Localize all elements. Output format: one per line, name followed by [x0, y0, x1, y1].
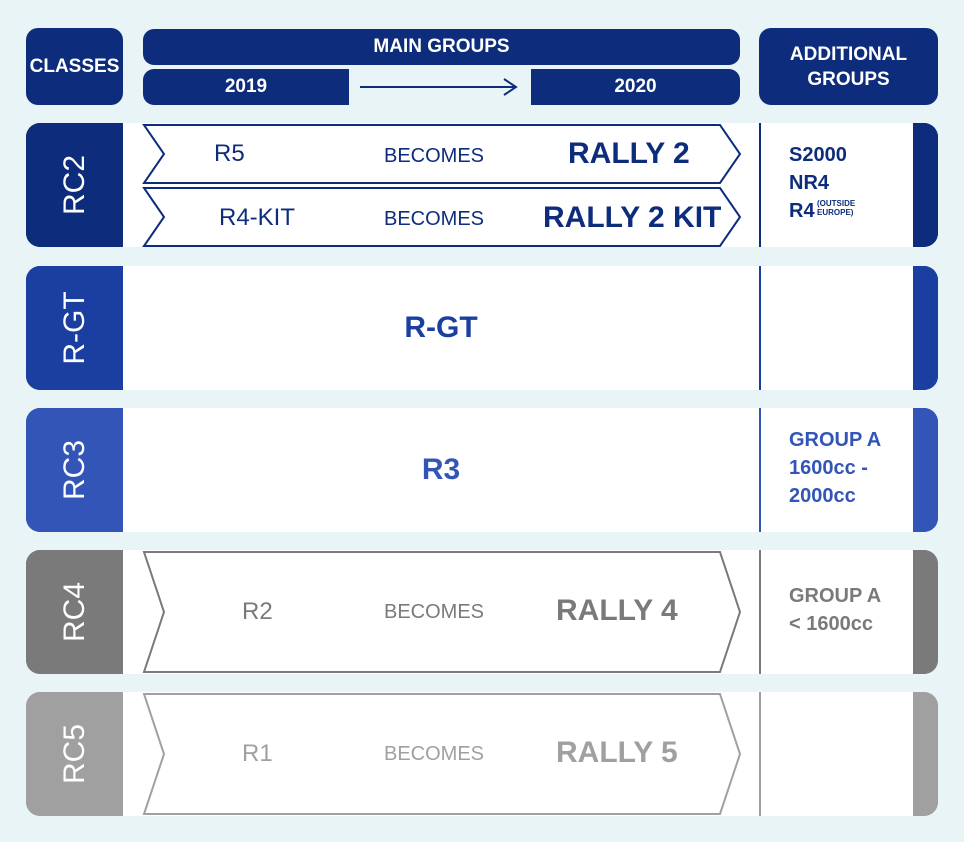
- additional-groups-label: ADDITIONAL GROUPS: [789, 43, 908, 90]
- class-label-rc5: RC5: [26, 692, 123, 816]
- additional-line: < 1600cc: [789, 613, 873, 635]
- chevron-to: RALLY 2: [568, 137, 690, 170]
- chevron-verb: BECOMES: [384, 743, 485, 765]
- year-from-label: 2019: [224, 76, 268, 97]
- additional-line: NR4: [789, 172, 830, 194]
- class-label-rgt: R-GT: [26, 266, 123, 390]
- timeline-arrow-icon: [360, 78, 518, 96]
- chevron-from: R5: [214, 140, 245, 167]
- class-label-rc3: RC3: [26, 408, 123, 532]
- row-rc2: RC2 R5 BECOMES RALLY 2 R4-KIT BECOMES RA…: [26, 123, 938, 247]
- additional-line: GROUP A: [789, 585, 882, 607]
- main-groups-header: MAIN GROUPS: [143, 29, 740, 65]
- row-rc5: RC5 R1 BECOMES RALLY 5: [26, 692, 938, 816]
- classes-header-label: CLASSES: [29, 55, 120, 77]
- chevron-from: R4-KIT: [219, 204, 296, 231]
- additional-note: EUROPE): [817, 208, 854, 217]
- year-to-header: 2020: [531, 69, 740, 105]
- chevron-to: RALLY 4: [556, 594, 678, 627]
- chevron-to: RALLY 5: [556, 736, 678, 769]
- chevron-r1-rally5: [142, 693, 742, 815]
- chevron-from: R2: [242, 598, 273, 625]
- chevron-verb: BECOMES: [384, 145, 485, 167]
- additional-line: 2000cc: [789, 485, 856, 507]
- additional-line: GROUP A: [789, 429, 882, 451]
- chevron-r5-rally2: [142, 124, 742, 184]
- chevron-r2-rally4: [142, 551, 742, 673]
- row-rc3: RC3 R3 GROUP A 1600cc - 2000cc: [26, 408, 938, 532]
- classes-header: CLASSES: [26, 28, 123, 105]
- additional-rc3: GROUP A 1600cc - 2000cc: [789, 426, 881, 510]
- chevron-verb: BECOMES: [384, 208, 485, 230]
- main-group-rgt: R-GT: [404, 311, 478, 344]
- additional-groups-header: ADDITIONAL GROUPS: [759, 28, 938, 105]
- main-group-rc3: R3: [421, 453, 461, 486]
- additional-line: 1600cc -: [789, 457, 868, 479]
- additional-rc4: GROUP A < 1600cc: [789, 582, 881, 638]
- row-rc4: RC4 R2 BECOMES RALLY 4 GROUP A < 1600cc: [26, 550, 938, 674]
- class-label-rc2: RC2: [26, 123, 123, 247]
- chevron-from: R1: [242, 740, 273, 767]
- chevron-to: RALLY 2 KIT: [543, 201, 722, 234]
- main-groups-label: MAIN GROUPS: [373, 36, 510, 57]
- year-from-header: 2019: [143, 69, 349, 105]
- chevron-r4kit-rally2kit: [142, 187, 742, 247]
- row-rgt: R-GT R-GT: [26, 266, 938, 390]
- additional-line: R4: [789, 200, 815, 222]
- year-to-label: 2020: [614, 76, 657, 97]
- chevron-verb: BECOMES: [384, 601, 485, 623]
- additional-rc2: S2000 NR4 R4 (OUTSIDE EUROPE): [789, 141, 909, 225]
- additional-line: S2000: [789, 144, 847, 166]
- class-label-rc4: RC4: [26, 550, 123, 674]
- additional-note: (OUTSIDE: [817, 199, 856, 208]
